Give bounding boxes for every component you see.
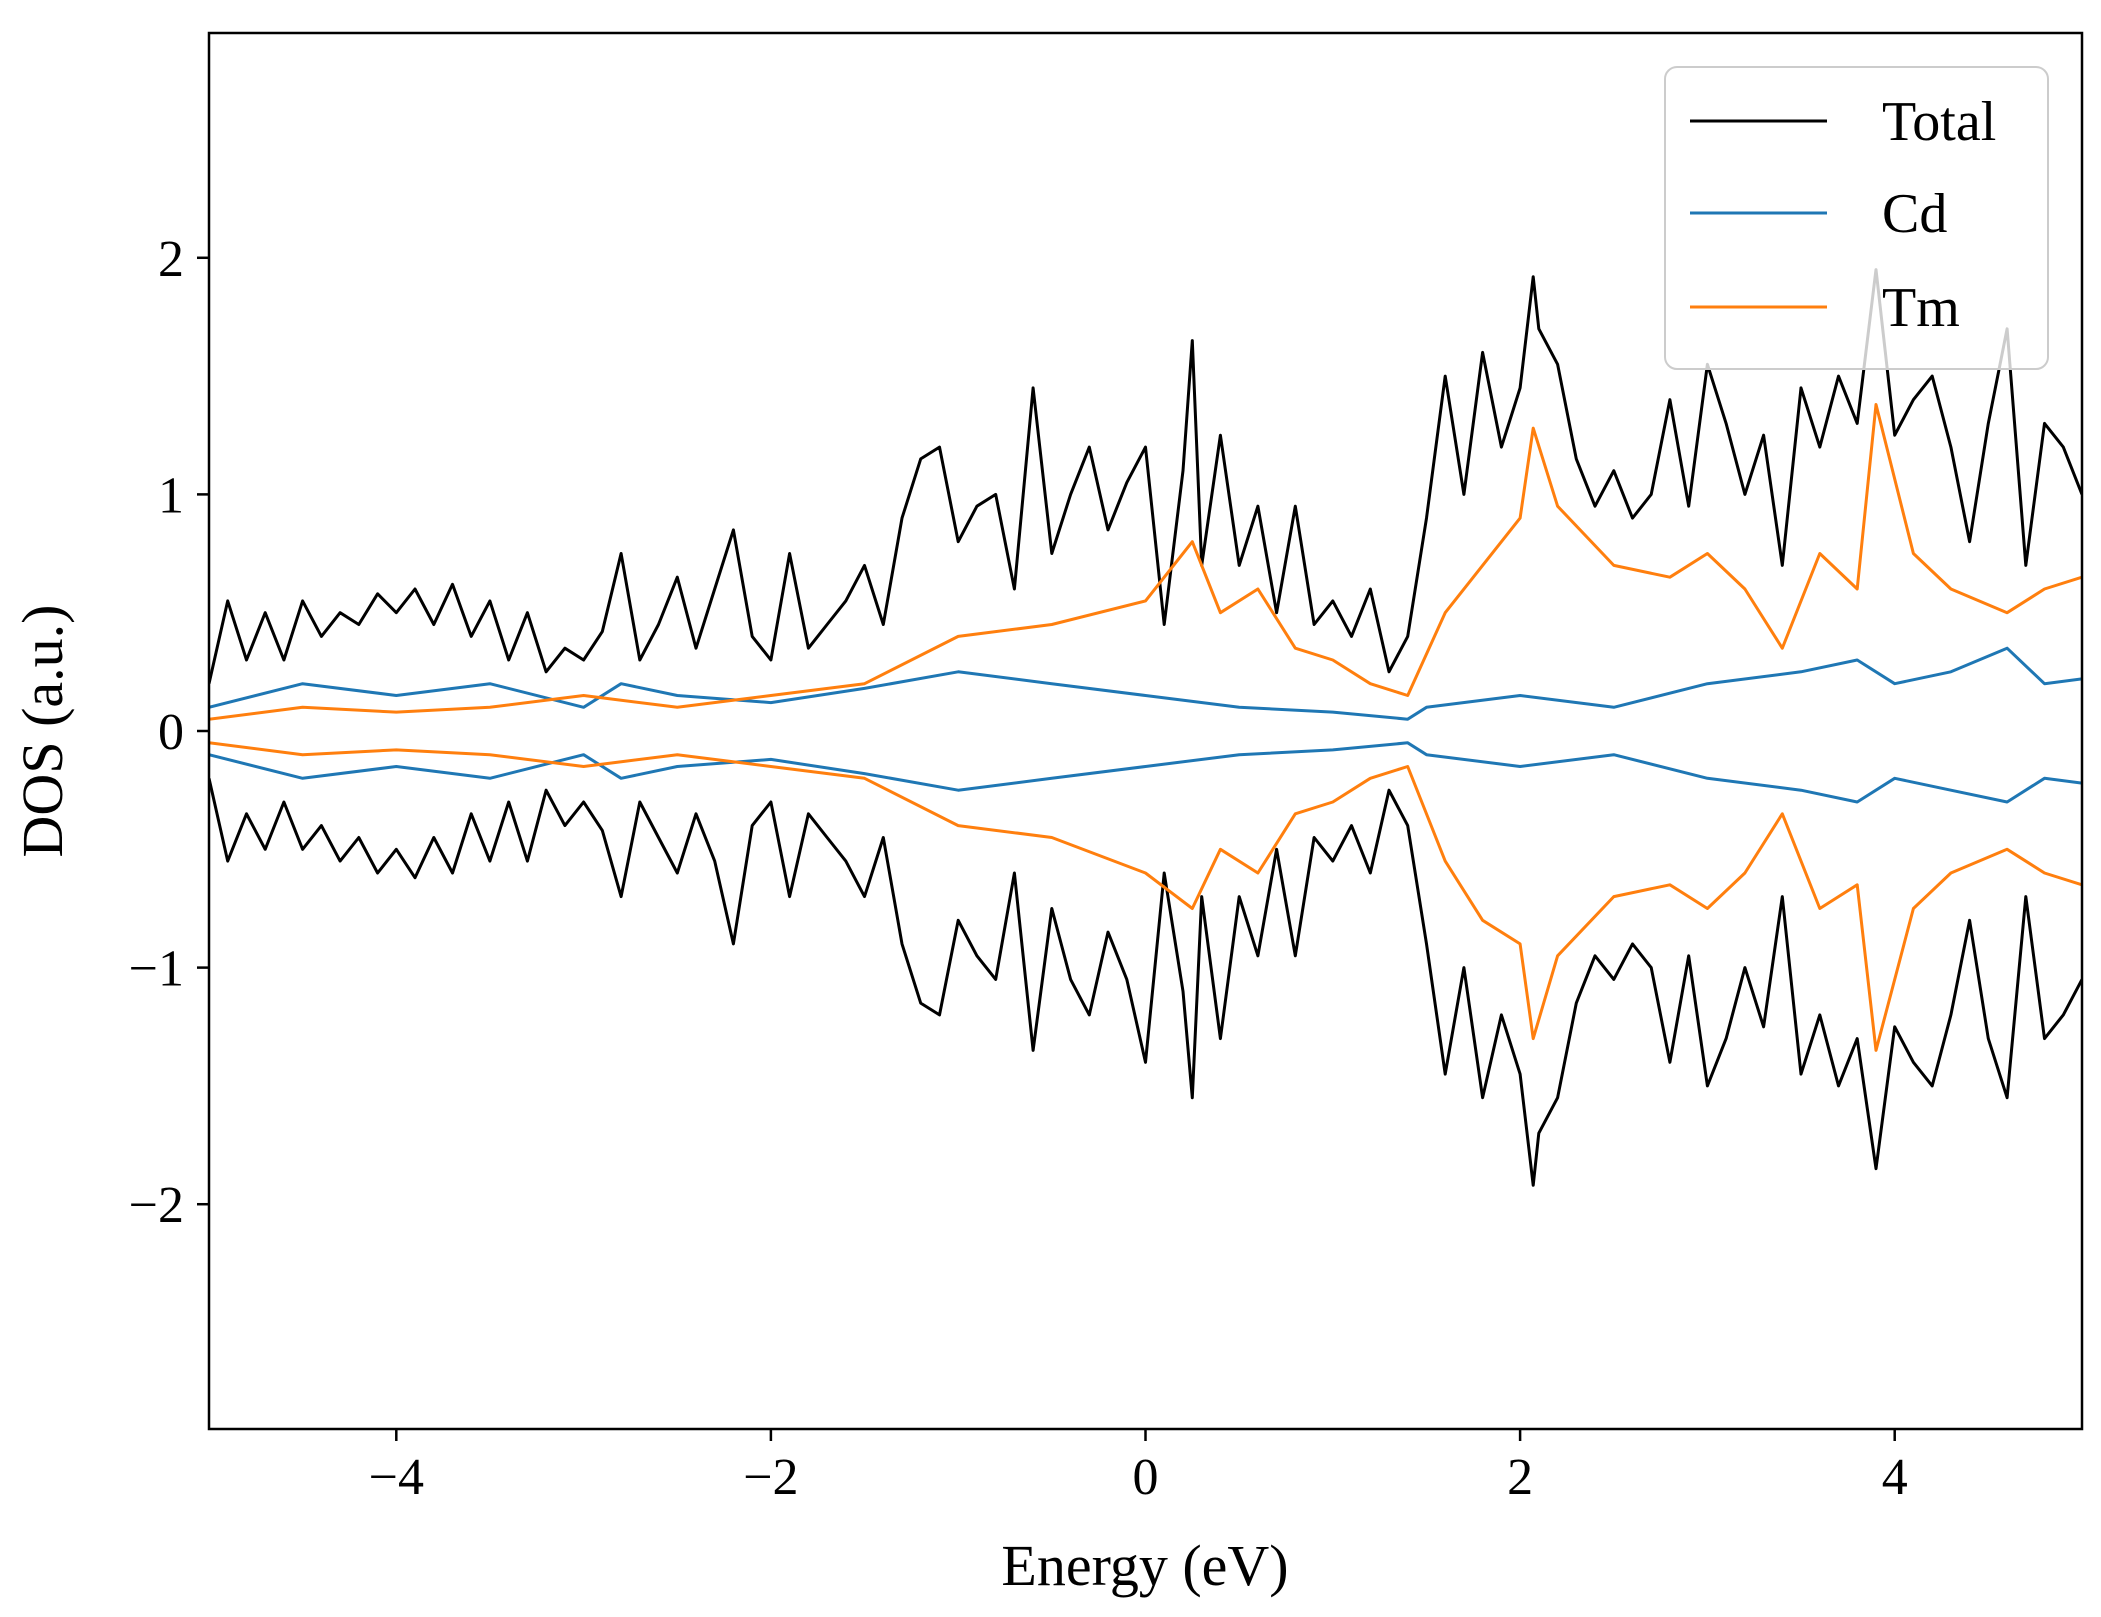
y-tick-label: −1	[129, 941, 184, 998]
series-line-cd-spin-up	[209, 646, 2082, 721]
series-line-tm-spin-down	[209, 741, 2082, 1052]
x-axis-ticks: −4 −2 0 2 4	[369, 1429, 1908, 1506]
legend: Total Cd Tm	[1664, 66, 2049, 370]
y-axis-ticks: −2 −1 0 1 2	[129, 231, 209, 1234]
series-layer	[209, 268, 2082, 1187]
legend-label-cd: Cd	[1882, 183, 1947, 245]
x-tick-label: 2	[1507, 1449, 1533, 1506]
y-tick-label: −2	[129, 1177, 184, 1234]
series-line-cd-spin-down	[209, 741, 2082, 804]
x-tick-label: 0	[1133, 1449, 1159, 1506]
y-tick-label: 2	[158, 231, 184, 288]
x-tick-label: 4	[1882, 1449, 1908, 1506]
series-line-total-spin-down	[209, 777, 2082, 1187]
series-line-total-spin-up	[209, 268, 2082, 685]
legend-box	[1664, 66, 2049, 370]
y-tick-label: 0	[158, 704, 184, 761]
legend-label-total: Total	[1882, 91, 1996, 153]
x-tick-label: −2	[743, 1449, 798, 1506]
x-axis-title: Energy (eV)	[1001, 1533, 1288, 1598]
y-axis-title: DOS (a.u.)	[10, 605, 75, 858]
series-line-tm-spin-up	[209, 403, 2082, 721]
y-tick-label: 1	[158, 467, 184, 524]
legend-label-tm: Tm	[1882, 277, 1960, 339]
x-tick-label: −4	[369, 1449, 424, 1506]
